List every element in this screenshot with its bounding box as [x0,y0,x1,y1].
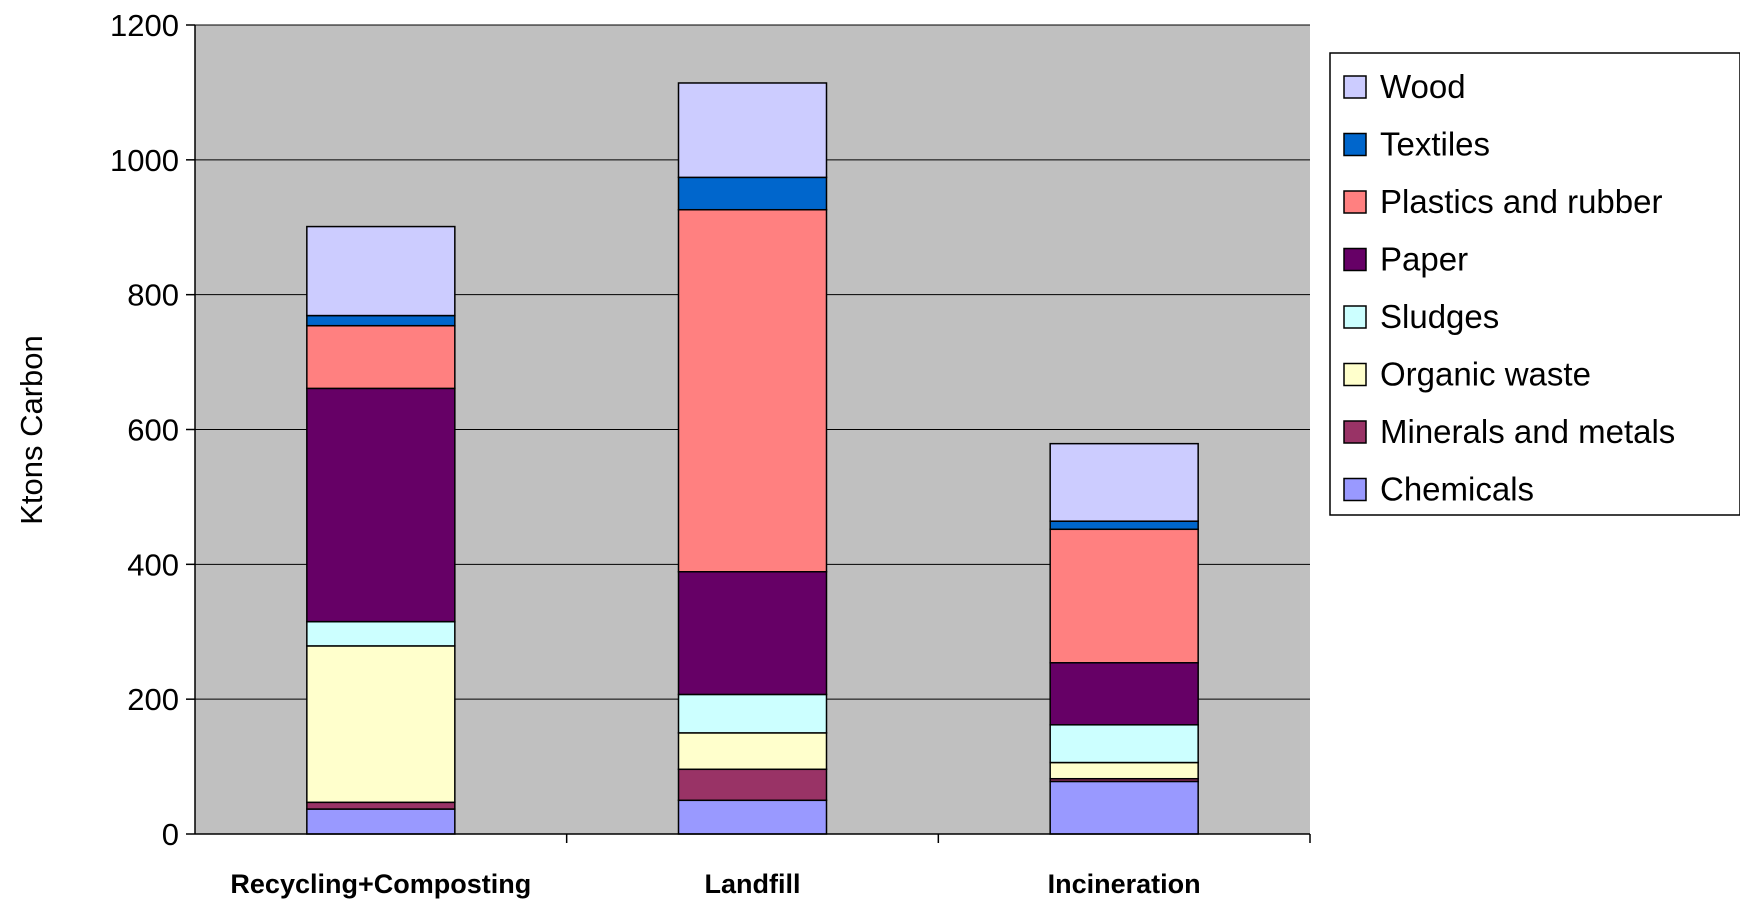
x-tick-label: Recycling+Composting [230,869,531,899]
bar-segment [677,208,828,573]
legend-label: Textiles [1380,126,1490,163]
bar-segment [306,324,456,390]
legend-label: Wood [1380,68,1466,105]
legend-swatch [1343,477,1367,502]
bar-segment [1049,761,1199,780]
bar-segment [1049,520,1199,531]
legend-label: Paper [1380,241,1468,278]
bar-segment [1049,442,1199,522]
y-tick-labels: 0 200 400 600 800 1000 1200 [110,8,195,852]
bar-segment [306,620,456,647]
bars [306,82,1199,835]
bar-segment [1049,528,1199,664]
x-tick-label: Landfill [705,869,801,899]
legend-swatch [1343,247,1367,272]
legend-swatch [1343,132,1367,157]
bar-segment [1049,724,1199,764]
y-tick-label: 400 [127,547,179,582]
y-tick-label: 0 [162,817,179,852]
bar-segment [306,387,456,623]
legend-box [1329,52,1740,516]
legend-swatch [1343,362,1367,387]
y-tick-label: 1200 [110,8,179,43]
y-tick-label: 600 [127,413,179,448]
bar-segment [677,693,828,734]
bar-segment [677,768,828,802]
bar-segment [306,314,456,327]
bar-segment [677,799,828,835]
y-tick-label: 1000 [110,143,179,178]
bar-segment [1049,780,1199,835]
y-tick-label: 800 [127,278,179,313]
bar-segment [677,82,828,179]
bar-segment [1049,662,1199,726]
bar-segment [306,808,456,835]
legend-label: Organic waste [1380,356,1591,393]
y-axis-label: Ktons Carbon [14,335,49,525]
legend: Wood Textiles Plastics and rubber Paper Slud… [1329,52,1740,516]
legend-label: Plastics and rubber [1380,183,1662,220]
legend-swatch [1343,75,1367,99]
bar-segment [306,801,456,810]
legend-label: Minerals and metals [1380,413,1675,450]
x-tick-label: Incineration [1048,869,1201,899]
legend-swatch [1343,190,1367,214]
bar-segment [677,570,828,696]
bar-segment [677,732,828,771]
legend-swatch [1343,305,1367,329]
x-tick-labels: Recycling+Composting Landfill Incineration [230,834,1311,899]
legend-swatch [1343,420,1367,444]
bar-segment [677,176,828,211]
bar-segment [306,225,456,317]
legend-label: Sludges [1380,298,1499,335]
legend-label: Chemicals [1380,471,1534,508]
bar-segment [306,645,456,804]
y-tick-label: 200 [127,682,179,717]
